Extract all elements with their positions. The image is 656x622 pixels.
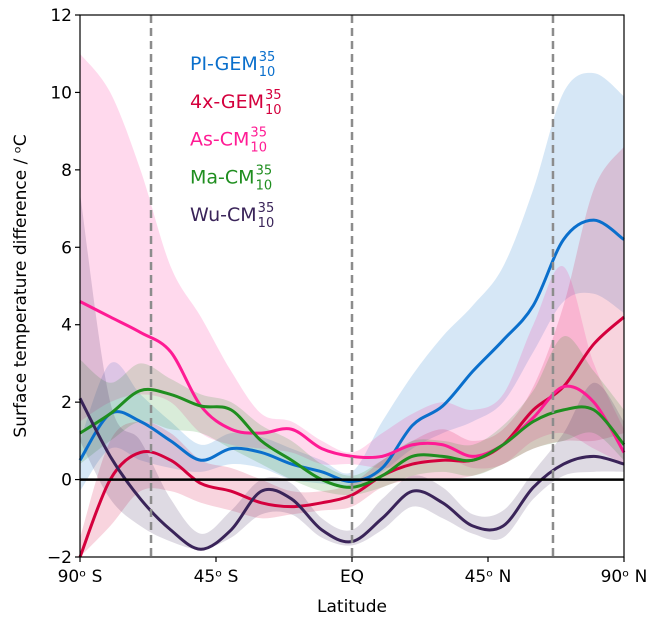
legend-superscript: 35 <box>250 126 267 141</box>
legend-superscript: 35 <box>259 50 276 65</box>
legend-label: 4x-GEM <box>190 91 264 113</box>
x-tick-label: 90ᵒ S <box>58 567 103 587</box>
x-tick-label: 90ᵒ N <box>601 567 648 587</box>
x-tick-label: 45ᵒ S <box>194 567 239 587</box>
series-line <box>79 300 626 460</box>
y-tick-label: 10 <box>50 83 72 103</box>
legend-subscript: 10 <box>250 141 267 156</box>
legend-label: Ma-CM <box>190 166 255 188</box>
legend-subscript: 10 <box>259 65 276 80</box>
legend-subscript: 10 <box>265 103 282 118</box>
x-axis-label: Latitude <box>317 597 387 617</box>
y-tick-label: −2 <box>47 548 72 568</box>
y-tick-label: 12 <box>50 6 72 26</box>
legend-label: PI-GEM <box>190 53 258 75</box>
legend-superscript: 35 <box>265 88 282 103</box>
y-axis-label: Surface temperature difference / ᵒC <box>11 134 31 437</box>
legend-superscript: 35 <box>258 201 275 216</box>
y-tick-label: 8 <box>61 161 72 181</box>
x-tick-label: 45ᵒ N <box>465 567 512 587</box>
uncertainty-band <box>80 72 624 492</box>
y-tick-label: 6 <box>61 238 72 258</box>
uncertainty-band <box>80 53 624 469</box>
y-tick-label: 0 <box>61 471 72 491</box>
series-line <box>78 218 625 484</box>
legend-superscript: 35 <box>256 163 273 178</box>
x-tick-label: EQ <box>340 567 364 587</box>
legend-label: Wu-CM <box>190 204 257 226</box>
legend-label: As-CM <box>190 129 249 151</box>
y-tick-label: 2 <box>61 393 72 413</box>
uncertainty-band <box>80 193 624 550</box>
legend-subscript: 10 <box>258 216 275 231</box>
axes: −2 0 2 4 6 8 10 12 90ᵒ S 45ᵒ S EQ 45ᵒ N 90ᵒ N <box>47 6 647 587</box>
legend-subscript: 10 <box>256 178 273 193</box>
y-tick-label: 4 <box>61 316 72 336</box>
series-line <box>78 315 626 558</box>
